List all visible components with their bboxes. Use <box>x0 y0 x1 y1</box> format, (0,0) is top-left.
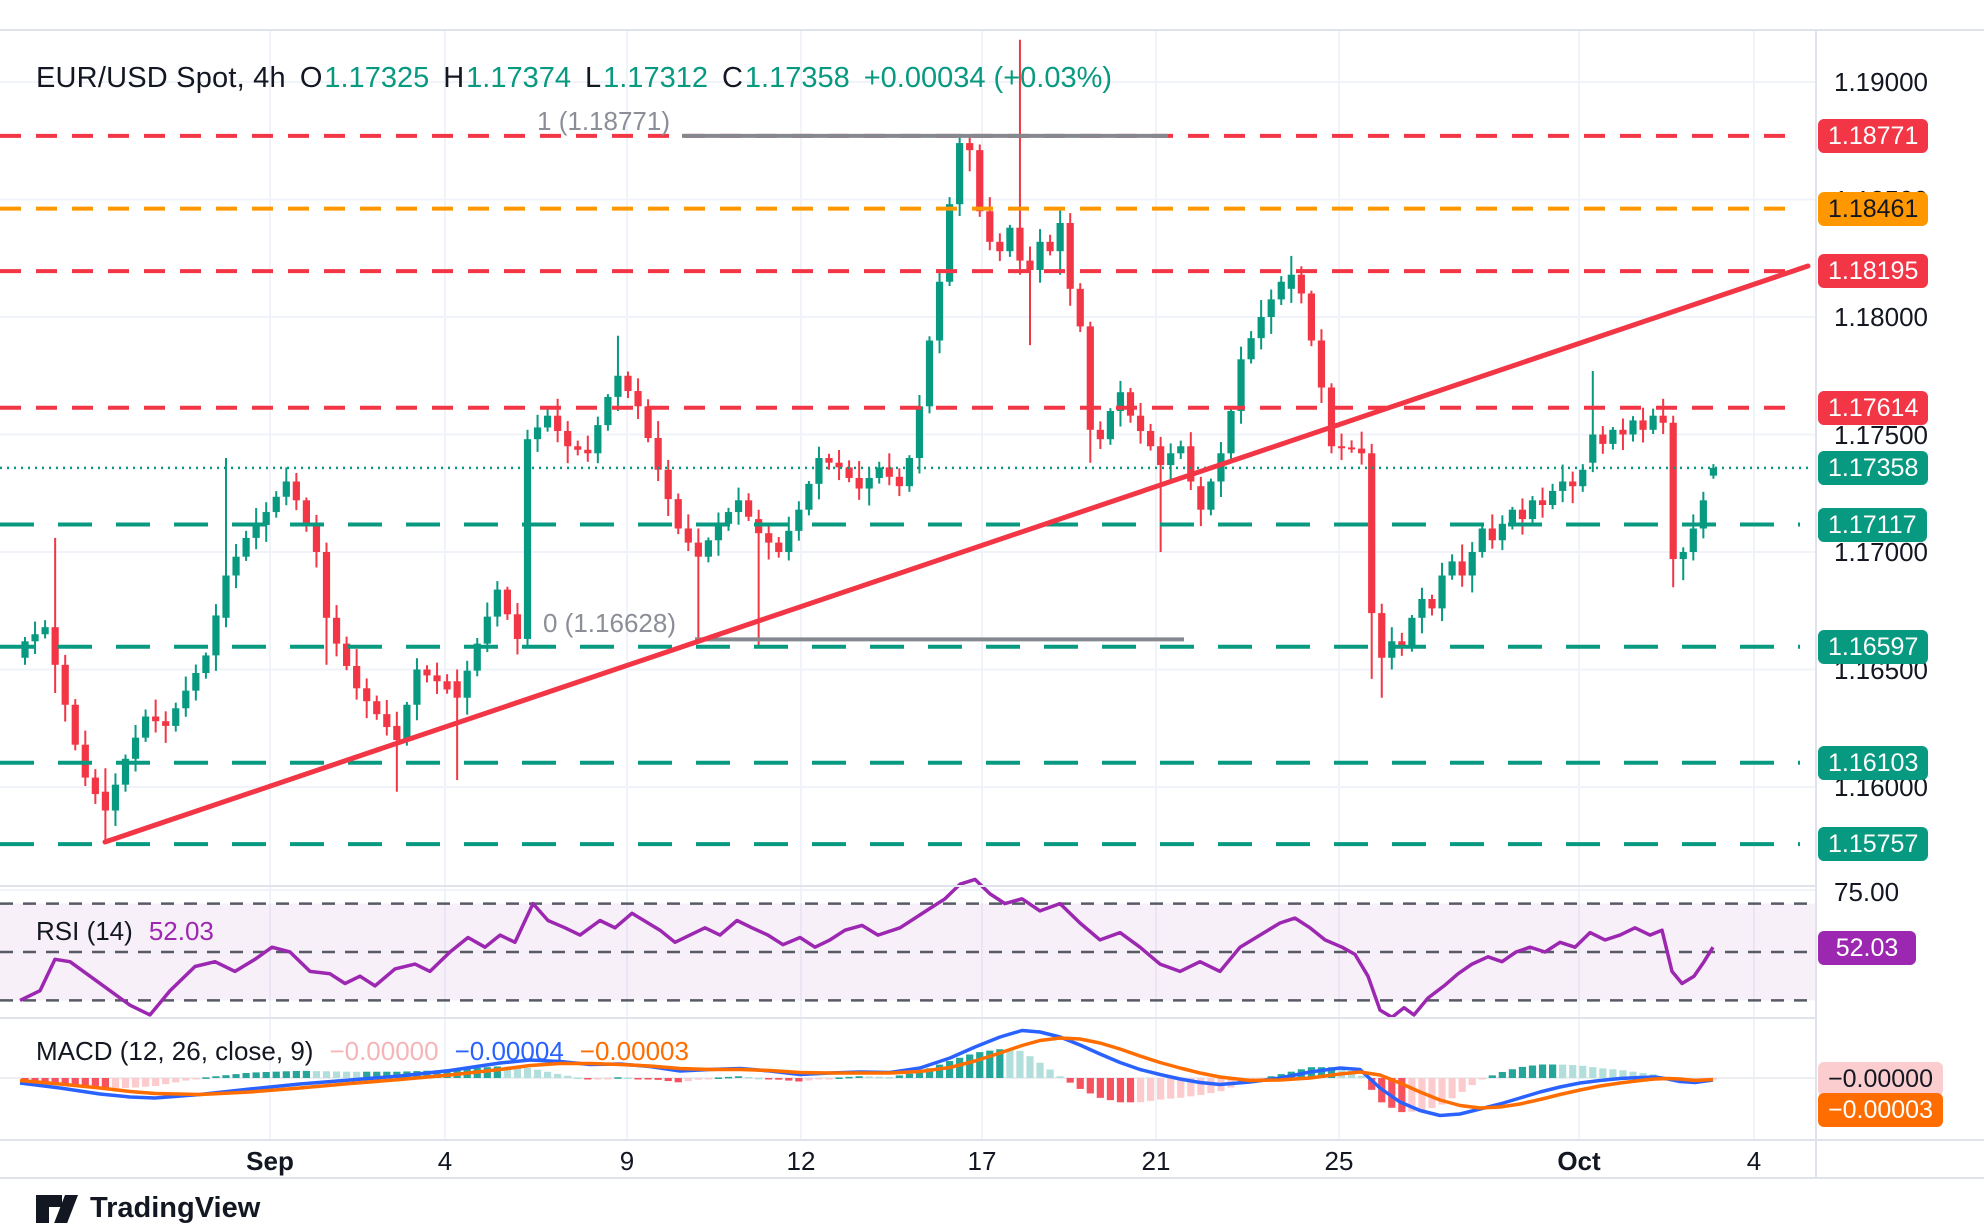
ohlc-high: H 1.17374 <box>443 62 571 95</box>
time-axis-label: Oct <box>1557 1146 1601 1176</box>
close-value: 1.17358 <box>744 62 850 94</box>
axis-price-badge: 52.03 <box>1818 931 1916 965</box>
macd-signal-value: −0.00003 <box>579 1036 689 1066</box>
close-label: C <box>721 62 743 94</box>
time-axis-label: 4 <box>437 1146 453 1176</box>
axis-price-badge: 1.17358 <box>1818 450 1929 485</box>
tradingview-logo-icon <box>36 1195 78 1223</box>
rsi-legend: RSI (14) 52.03 <box>36 916 214 947</box>
axis-price-badge: 1.16103 <box>1818 745 1929 780</box>
symbol-title: EUR/USD Spot, 4h <box>36 62 286 94</box>
axis-price-badge: 1.16597 <box>1818 629 1929 664</box>
time-axis-label: 12 <box>786 1146 816 1176</box>
axis-price-badge: 1.18461 <box>1818 191 1929 226</box>
high-label: H <box>443 62 465 94</box>
tradingview-logo[interactable]: TradingView <box>34 1188 260 1223</box>
axis-price-badge: 1.15757 <box>1818 827 1929 862</box>
price-axis-tick: 1.19000 <box>1834 67 1928 97</box>
macd-hist-value: −0.00000 <box>329 1036 439 1066</box>
time-axis-label: 9 <box>619 1146 635 1176</box>
rsi-value: 52.03 <box>148 916 214 946</box>
time-axis-label: 21 <box>1141 1146 1171 1176</box>
high-value: 1.17374 <box>466 62 571 94</box>
axis-price-badge: −0.00003 <box>1818 1093 1943 1127</box>
open-label: O <box>299 62 323 94</box>
price-axis-tick: 1.18000 <box>1834 302 1928 332</box>
change-value: +0.00034 (+0.03%) <box>863 62 1113 94</box>
price-axis-tick: 1.17000 <box>1834 537 1928 567</box>
time-axis-label: 17 <box>967 1146 997 1176</box>
axis-price-badge: 1.17614 <box>1818 390 1929 425</box>
axis-price-badge: −0.00000 <box>1818 1062 1943 1096</box>
fib-level-0-label: 0 (1.16628) <box>543 608 676 638</box>
open-value: 1.17325 <box>324 62 430 94</box>
time-axis-label: 25 <box>1324 1146 1354 1176</box>
macd-legend: MACD (12, 26, close, 9) −0.00000 −0.0000… <box>36 1036 689 1067</box>
axis-price-badge: 1.18195 <box>1818 254 1929 289</box>
axis-price-badge: 1.17117 <box>1818 507 1927 542</box>
fib-level-1-label: 1 (1.18771) <box>537 106 670 136</box>
axis-price-badge: 1.18771 <box>1818 118 1929 153</box>
symbol-legend: EUR/USD Spot, 4h O 1.17325 H 1.17374 L 1.17… <box>36 62 1112 95</box>
rsi-axis-tick-75: 75.00 <box>1834 877 1900 907</box>
macd-line-value: −0.00004 <box>454 1036 564 1066</box>
low-label: L <box>584 62 602 94</box>
macd-title: MACD (12, 26, close, 9) <box>36 1036 314 1066</box>
rsi-title: RSI (14) <box>36 916 133 946</box>
time-axis-label: Sep <box>246 1146 294 1176</box>
tradingview-logo-text: TradingView <box>90 1191 261 1223</box>
ohlc-low: L 1.17312 <box>585 62 708 95</box>
ohlc-close: C 1.17358 <box>722 62 850 95</box>
ohlc-open: O 1.17325 <box>300 62 429 95</box>
time-axis-label: 4 <box>1746 1146 1762 1176</box>
low-value: 1.17312 <box>603 62 708 94</box>
